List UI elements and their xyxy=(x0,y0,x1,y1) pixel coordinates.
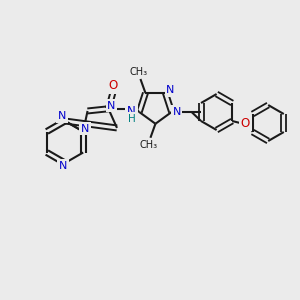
Text: N: N xyxy=(81,124,89,134)
Text: N: N xyxy=(107,101,116,111)
Text: CH₃: CH₃ xyxy=(129,67,148,77)
Text: N: N xyxy=(59,161,67,171)
Text: N: N xyxy=(58,111,66,121)
Text: O: O xyxy=(241,116,250,130)
Text: N: N xyxy=(172,107,181,117)
Text: H: H xyxy=(128,114,135,124)
Text: N: N xyxy=(166,85,175,95)
Text: O: O xyxy=(109,79,118,92)
Text: N: N xyxy=(127,105,136,118)
Text: CH₃: CH₃ xyxy=(140,140,158,150)
